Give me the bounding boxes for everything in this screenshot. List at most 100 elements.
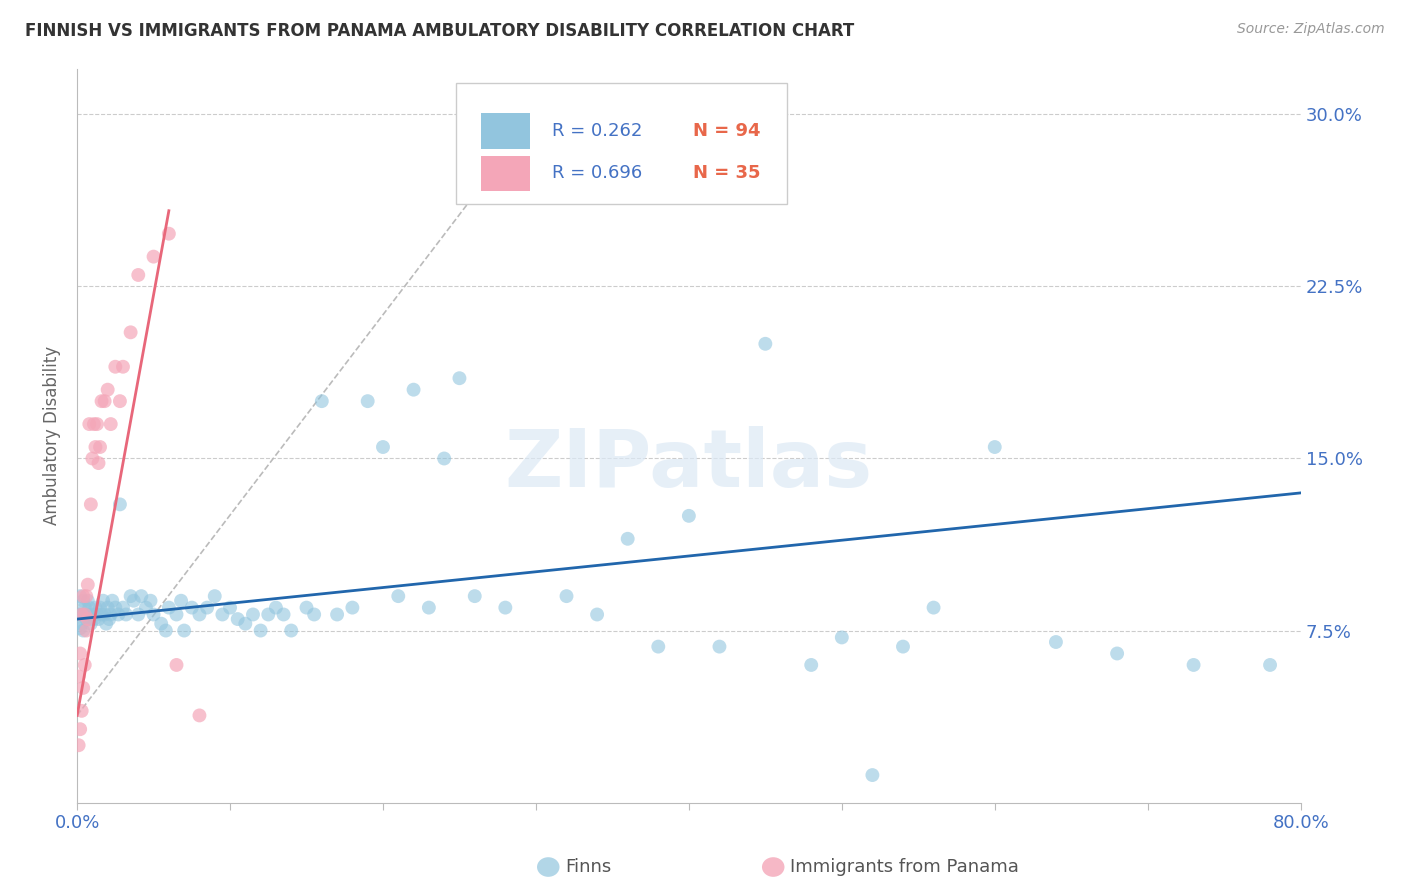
Point xyxy=(449,371,471,385)
Point xyxy=(70,607,93,622)
Point xyxy=(84,440,107,454)
Text: N = 35: N = 35 xyxy=(693,164,761,183)
Point xyxy=(73,607,96,622)
Point xyxy=(67,669,90,683)
Point xyxy=(108,497,131,511)
Point xyxy=(464,589,486,603)
Point xyxy=(73,600,96,615)
Point xyxy=(94,616,117,631)
Point xyxy=(82,451,104,466)
Point xyxy=(166,607,188,622)
Point xyxy=(219,600,242,615)
Text: R = 0.262: R = 0.262 xyxy=(551,122,643,140)
Point xyxy=(1182,657,1205,672)
Point xyxy=(150,616,173,631)
Point xyxy=(79,417,101,431)
Point xyxy=(72,624,94,638)
Point xyxy=(616,532,638,546)
Point xyxy=(371,440,394,454)
Point xyxy=(142,607,165,622)
Point xyxy=(891,640,914,654)
Point xyxy=(295,600,318,615)
Point xyxy=(100,417,122,431)
Point xyxy=(127,268,149,282)
Point xyxy=(342,600,364,615)
Point xyxy=(402,383,425,397)
Point xyxy=(76,593,98,607)
Point xyxy=(273,607,295,622)
Point xyxy=(800,657,823,672)
Point xyxy=(135,600,157,615)
Point xyxy=(226,612,249,626)
Point xyxy=(80,497,103,511)
Point xyxy=(142,250,165,264)
Point xyxy=(91,593,114,607)
FancyBboxPatch shape xyxy=(481,113,530,149)
Point xyxy=(90,607,112,622)
Point xyxy=(82,607,104,622)
Point xyxy=(86,417,108,431)
Point xyxy=(170,593,193,607)
Point xyxy=(72,593,94,607)
Y-axis label: Ambulatory Disability: Ambulatory Disability xyxy=(44,346,60,525)
Point xyxy=(122,593,145,607)
Point xyxy=(211,607,233,622)
Point xyxy=(249,624,271,638)
Point xyxy=(87,612,110,626)
Point xyxy=(233,616,256,631)
Point xyxy=(70,616,93,631)
Point xyxy=(555,589,578,603)
Point xyxy=(311,394,333,409)
Point xyxy=(79,600,101,615)
Point xyxy=(120,326,142,340)
Point xyxy=(90,394,112,409)
Text: ZIPatlas: ZIPatlas xyxy=(505,425,873,504)
Point xyxy=(107,607,129,622)
Point xyxy=(104,600,127,615)
Point xyxy=(108,394,131,409)
Text: Immigrants from Panama: Immigrants from Panama xyxy=(790,858,1019,876)
Point xyxy=(387,589,409,603)
Point xyxy=(67,607,90,622)
Point xyxy=(75,607,97,622)
Point xyxy=(647,640,669,654)
Point xyxy=(111,600,134,615)
Point xyxy=(188,607,211,622)
FancyBboxPatch shape xyxy=(457,83,787,204)
Text: Finns: Finns xyxy=(565,858,612,876)
Point xyxy=(97,600,120,615)
Point xyxy=(433,451,456,466)
Point xyxy=(93,607,115,622)
Point xyxy=(257,607,280,622)
FancyBboxPatch shape xyxy=(481,156,530,191)
Point xyxy=(1045,635,1067,649)
Point xyxy=(922,600,945,615)
Point xyxy=(860,768,883,782)
Point xyxy=(69,621,91,635)
Text: R = 0.696: R = 0.696 xyxy=(551,164,643,183)
Point xyxy=(75,589,97,603)
Point xyxy=(97,383,120,397)
Point xyxy=(98,612,121,626)
Point xyxy=(104,359,127,374)
Point xyxy=(418,600,440,615)
Point xyxy=(1107,647,1129,661)
Point xyxy=(69,722,91,736)
Text: FINNISH VS IMMIGRANTS FROM PANAMA AMBULATORY DISABILITY CORRELATION CHART: FINNISH VS IMMIGRANTS FROM PANAMA AMBULA… xyxy=(25,22,855,40)
Point xyxy=(72,681,94,695)
Point xyxy=(83,612,105,626)
Point xyxy=(678,508,700,523)
Point xyxy=(204,589,226,603)
Point xyxy=(586,607,609,622)
Point xyxy=(173,624,195,638)
Point xyxy=(80,616,103,631)
Point xyxy=(86,607,108,622)
Point xyxy=(131,589,153,603)
Point xyxy=(831,631,853,645)
Point xyxy=(69,589,91,603)
Point xyxy=(494,600,516,615)
Point xyxy=(101,593,124,607)
Point xyxy=(127,607,149,622)
Point xyxy=(76,577,98,591)
Point xyxy=(709,640,731,654)
